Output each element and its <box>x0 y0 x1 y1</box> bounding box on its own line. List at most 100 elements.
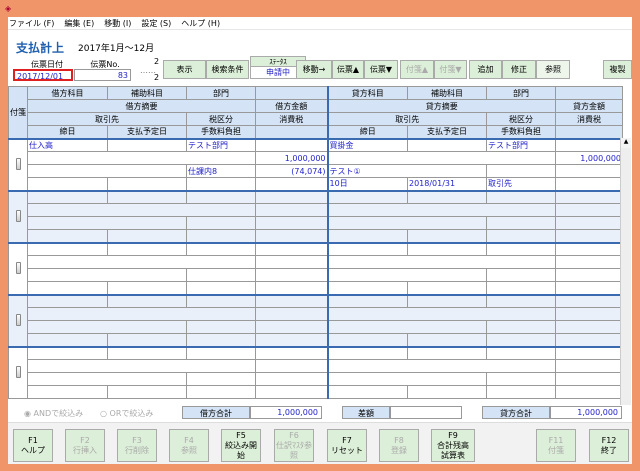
fkey-label: 付箋 <box>548 445 564 455</box>
edit-button[interactable]: 修正 <box>502 60 536 79</box>
menu-settings[interactable]: 設定 (S) <box>141 18 172 28</box>
fkey-label: 合計残高 試算表 <box>437 440 469 460</box>
debit-tax-cell[interactable]: (74,074) <box>255 164 329 178</box>
col-credit-dept: 部門 <box>486 86 556 100</box>
scroll-up-icon[interactable]: ▲ <box>621 138 631 148</box>
function-key-bar: F1 ヘルプ F2 行挿入 F3 行削除 F4 参照 F5 絞込み開始 F6 仕訳ﾏｽﾀ参照 F7 リセッ… <box>8 422 632 464</box>
col-partner-credit: 取引先 <box>327 112 487 126</box>
slip-up-button[interactable]: 伝票▲ <box>332 60 364 79</box>
tag-cell[interactable] <box>8 293 28 347</box>
table-row[interactable] <box>9 372 623 386</box>
tag-up-button[interactable]: 付箋▲ <box>400 60 434 79</box>
debit-total-value: 1,000,000 <box>250 406 322 419</box>
col-tax: 消費税 <box>255 112 329 126</box>
col-credit-account: 貸方科目 <box>327 86 408 100</box>
credit-partner-cell[interactable]: テスト① <box>327 164 487 178</box>
fkey-f7-button[interactable]: F7 リセット <box>327 429 367 462</box>
add-button[interactable]: 追加 <box>469 60 502 79</box>
fkey-code: F7 <box>342 435 352 445</box>
fkey-code: F3 <box>132 435 142 445</box>
debit-dept-cell[interactable]: テスト部門 <box>186 137 256 152</box>
tag-icon[interactable] <box>15 261 21 274</box>
debit-account-cell[interactable]: 仕入高 <box>27 137 108 152</box>
table-row[interactable] <box>9 268 623 282</box>
date-input[interactable]: 2017/12/01 <box>13 69 73 81</box>
table-row[interactable] <box>9 320 623 334</box>
fkey-f9-button[interactable]: F9 合計残高 試算表 <box>431 429 475 462</box>
tag-cell[interactable] <box>8 345 28 399</box>
and-filter-radio[interactable]: ◉ ANDで絞込み <box>24 409 84 418</box>
debit-tax-class-cell[interactable]: 仕課内8 <box>186 164 256 178</box>
menu-edit[interactable]: 編集 (E) <box>64 18 95 28</box>
table-row[interactable] <box>9 307 623 321</box>
col-pay-date: 支払予定日 <box>107 125 187 139</box>
col-closing-credit: 締日 <box>327 125 408 139</box>
copy-button[interactable]: 複製 <box>603 60 632 79</box>
table-row[interactable] <box>9 255 623 269</box>
page-total: 2 <box>154 73 160 82</box>
journal-grid: 付箋 借方科目 補助科目 部門 貸方科目 補助科目 部門 借方摘要 借方金額 貸方摘要 貸方… <box>8 86 623 399</box>
difference-value <box>390 406 462 419</box>
credit-dept-cell[interactable]: テスト部門 <box>486 137 556 152</box>
fkey-f6-button[interactable]: F6 仕訳ﾏｽﾀ参照 <box>274 429 314 462</box>
table-row[interactable] <box>8 293 623 347</box>
tag-icon[interactable] <box>15 365 21 378</box>
col-tax-credit: 消費税 <box>555 112 623 126</box>
tag-icon[interactable] <box>15 209 21 222</box>
fiscal-period: 2017年1月～12月 <box>78 44 155 54</box>
fkey-f1-button[interactable]: F1 ヘルプ <box>13 429 53 462</box>
table-row[interactable] <box>9 333 623 347</box>
reference-button[interactable]: 参照 <box>536 60 570 79</box>
or-filter-radio[interactable]: ○ ORで絞込み <box>100 409 154 418</box>
tag-icon[interactable] <box>15 313 21 326</box>
menu-help[interactable]: ヘルプ (H) <box>181 18 221 28</box>
table-row[interactable] <box>9 216 623 230</box>
page-title: 支払計上 <box>16 41 65 55</box>
table-row[interactable] <box>9 385 623 399</box>
credit-total-label: 貸方合計 <box>482 406 550 419</box>
closing-cell[interactable]: 10日 <box>327 177 408 191</box>
fkey-f3-button[interactable]: F3 行削除 <box>117 429 157 462</box>
slip-no-input[interactable]: 83 <box>74 69 131 81</box>
vertical-scrollbar[interactable]: ▲ <box>620 138 631 405</box>
fkey-label: 登録 <box>391 445 407 455</box>
fkey-f12-button[interactable]: F12 終了 <box>589 429 629 462</box>
pay-date-cell[interactable]: 2018/01/31 <box>407 177 487 191</box>
table-row[interactable] <box>9 229 623 243</box>
table-row[interactable] <box>9 359 623 373</box>
difference-label: 差額 <box>342 406 390 419</box>
fee-cell[interactable]: 取引先 <box>486 177 556 191</box>
tag-cell[interactable] <box>8 241 28 295</box>
tag-cell[interactable] <box>8 189 28 243</box>
menu-move[interactable]: 移動 (I) <box>104 18 132 28</box>
tag-icon[interactable] <box>15 157 21 170</box>
fkey-f11-button[interactable]: F11 付箋 <box>536 429 576 462</box>
table-row[interactable]: 仕入高 テスト部門 買掛金 テスト部門 <box>8 137 623 191</box>
slip-down-button[interactable]: 伝票▼ <box>364 60 398 79</box>
tag-header: 付箋 <box>8 86 28 139</box>
fkey-f2-button[interactable]: F2 行挿入 <box>65 429 105 462</box>
col-credit-sub: 補助科目 <box>407 86 487 100</box>
table-row[interactable] <box>9 281 623 295</box>
fkey-label: リセット <box>331 445 363 455</box>
col-fee: 手数料負担 <box>186 125 256 139</box>
fkey-f8-button[interactable]: F8 登録 <box>379 429 419 462</box>
credit-account-cell[interactable]: 買掛金 <box>327 137 408 152</box>
col-debit-dept: 部門 <box>186 86 256 100</box>
table-row[interactable] <box>8 345 623 399</box>
debit-amount-cell[interactable]: 1,000,000 <box>255 151 329 165</box>
tag-cell[interactable] <box>8 137 28 191</box>
fkey-f5-button[interactable]: F5 絞込み開始 <box>221 429 261 462</box>
menu-file[interactable]: ファイル (F) <box>9 18 55 28</box>
table-row[interactable] <box>9 203 623 217</box>
search-conditions-button[interactable]: 検索条件 <box>206 60 249 79</box>
tag-down-button[interactable]: 付箋▼ <box>434 60 467 79</box>
table-row[interactable] <box>8 189 623 243</box>
table-row[interactable] <box>8 241 623 295</box>
show-button[interactable]: 表示 <box>163 60 206 79</box>
fkey-f4-button[interactable]: F4 参照 <box>169 429 209 462</box>
credit-amount-cell[interactable]: 1,000,000 <box>555 151 623 165</box>
col-credit-amount: 貸方金額 <box>555 99 623 113</box>
col-fee-credit: 手数料負担 <box>486 125 556 139</box>
move-button[interactable]: 移動→ <box>296 60 332 79</box>
